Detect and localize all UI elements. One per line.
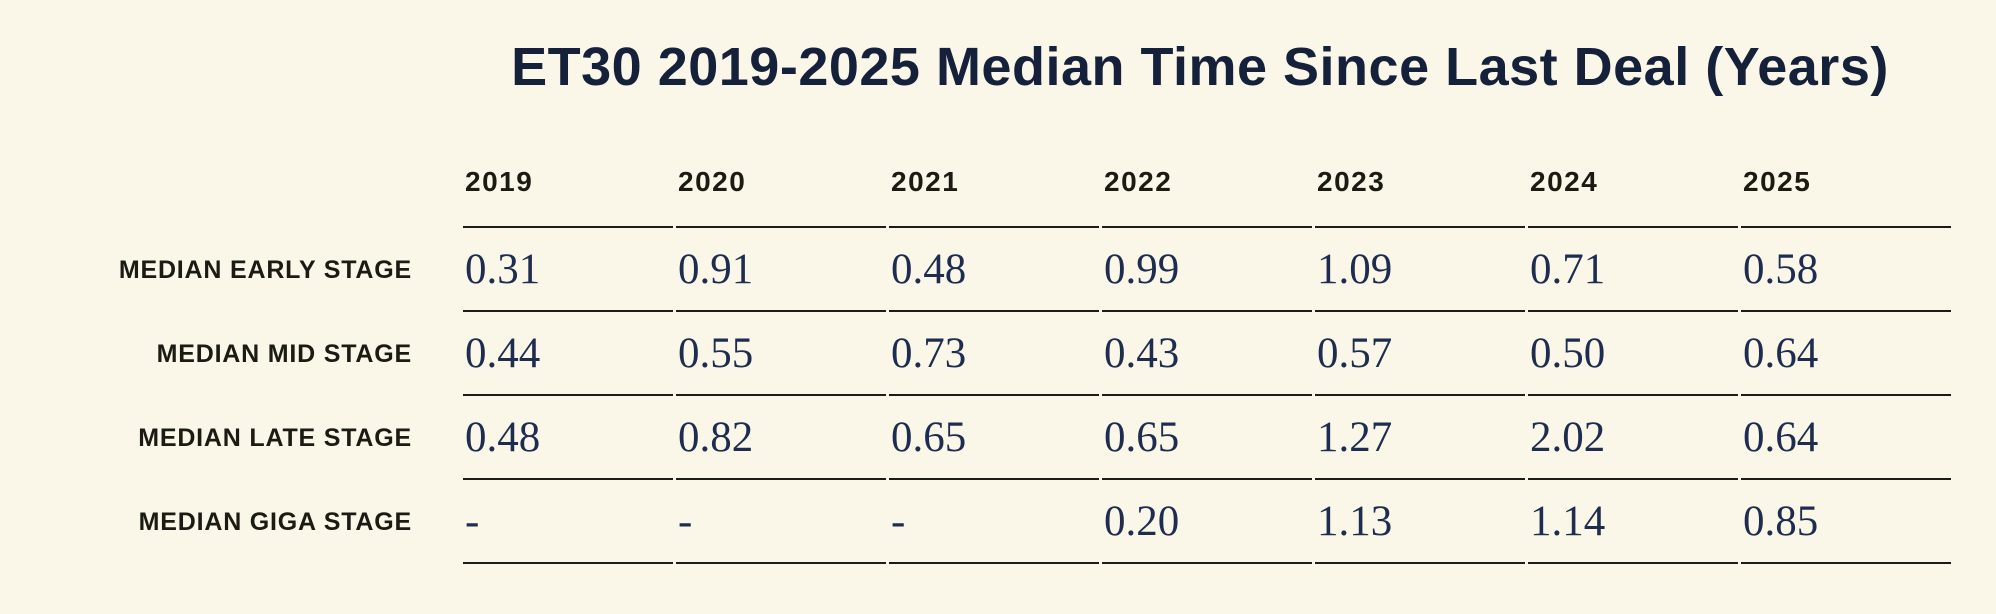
value-cell: 1.13 (1315, 480, 1525, 564)
year-column-header: 2019 (463, 140, 673, 228)
value-cell: 0.43 (1102, 312, 1312, 396)
row-label: MEDIAN LATE STAGE (138, 423, 412, 452)
row-label: MEDIAN MID STAGE (156, 339, 412, 368)
value-cell: 0.91 (676, 228, 886, 312)
table-row: MEDIAN MID STAGE 0.44 0.55 0.73 0.43 0.5… (53, 312, 1951, 396)
year-column-header: 2023 (1315, 140, 1525, 228)
year-column-header: 2020 (676, 140, 886, 228)
row-label: MEDIAN GIGA STAGE (138, 507, 412, 536)
corner-cell (53, 140, 460, 228)
value-cell: - (889, 480, 1099, 564)
value-cell: 0.82 (676, 396, 886, 480)
value-cell: 0.64 (1741, 396, 1951, 480)
row-label: MEDIAN EARLY STAGE (118, 255, 412, 284)
value-cell: 0.73 (889, 312, 1099, 396)
value-cell: 0.31 (463, 228, 673, 312)
value-cell: 0.64 (1741, 312, 1951, 396)
value-cell: 0.57 (1315, 312, 1525, 396)
year-column-header: 2025 (1741, 140, 1951, 228)
value-cell: 0.58 (1741, 228, 1951, 312)
table-row: MEDIAN LATE STAGE 0.48 0.82 0.65 0.65 1.… (53, 396, 1951, 480)
value-cell: 0.65 (889, 396, 1099, 480)
table-row: MEDIAN GIGA STAGE - - - 0.20 1.13 1.14 0… (53, 480, 1951, 564)
value-cell: 0.50 (1528, 312, 1738, 396)
year-column-header: 2022 (1102, 140, 1312, 228)
value-cell: 0.85 (1741, 480, 1951, 564)
value-cell: 0.55 (676, 312, 886, 396)
year-column-header: 2024 (1528, 140, 1738, 228)
value-cell: 0.99 (1102, 228, 1312, 312)
year-column-header: 2021 (889, 140, 1099, 228)
value-cell: 0.71 (1528, 228, 1738, 312)
value-cell: 1.09 (1315, 228, 1525, 312)
value-cell: 1.14 (1528, 480, 1738, 564)
value-cell: 0.65 (1102, 396, 1312, 480)
value-cell: - (676, 480, 886, 564)
value-cell: - (463, 480, 673, 564)
table-row: MEDIAN EARLY STAGE 0.31 0.91 0.48 0.99 1… (53, 228, 1951, 312)
data-table: 2019 2020 2021 2022 2023 2024 2025 MEDIA… (50, 140, 1954, 564)
value-cell: 0.44 (463, 312, 673, 396)
value-cell: 1.27 (1315, 396, 1525, 480)
table-header-row: 2019 2020 2021 2022 2023 2024 2025 (53, 140, 1951, 228)
value-cell: 2.02 (1528, 396, 1738, 480)
value-cell: 0.20 (1102, 480, 1312, 564)
value-cell: 0.48 (463, 396, 673, 480)
value-cell: 0.48 (889, 228, 1099, 312)
page-title: ET30 2019-2025 Median Time Since Last De… (511, 37, 1889, 97)
